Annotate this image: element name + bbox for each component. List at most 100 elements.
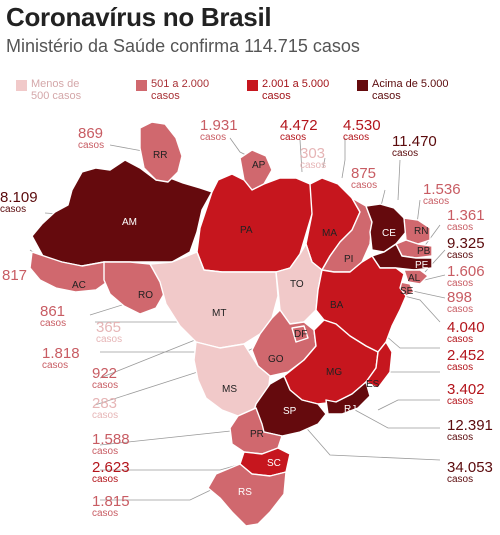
callout-pi: 875 casos <box>351 166 377 191</box>
callout-sp: 34.053 casos <box>447 460 493 485</box>
callout-al-value: 1.606 <box>447 263 485 280</box>
legend-item-tier1: Menos de 500 casos <box>16 78 81 102</box>
legend-item-tier4: Acima de 5.000 casos <box>357 78 448 102</box>
page-subtitle: Ministério da Saúde confirma 114.715 cas… <box>6 36 360 56</box>
callout-to-unit: casos <box>300 160 327 171</box>
callout-df-unit: casos <box>42 360 69 371</box>
label-es: ES <box>366 379 380 390</box>
callout-go-value: 922 <box>92 365 118 382</box>
label-pa: PA <box>240 225 253 236</box>
callout-ac-value: 817 <box>2 267 28 284</box>
callout-go: 922 casos <box>92 366 118 391</box>
legend-label-tier4: Acima de 5.000 casos <box>372 78 449 102</box>
legend-swatch-tier1 <box>16 80 27 91</box>
callout-sp-unit: casos <box>447 474 474 485</box>
label-rs: RS <box>238 487 252 498</box>
callout-pr-unit: casos <box>92 446 119 457</box>
callout-pe-unit: casos <box>447 250 474 261</box>
callout-ma-unit: casos <box>343 132 370 143</box>
legend-item-tier2: 501 a 2.000 casos <box>136 78 209 102</box>
callout-rj-unit: casos <box>447 432 474 443</box>
label-ba: BA <box>330 300 344 311</box>
label-ro: RO <box>138 290 153 301</box>
callout-sc: 2.623 casos <box>92 460 130 485</box>
callout-pb-value: 1.361 <box>447 207 485 224</box>
label-se: SE <box>400 286 414 297</box>
callout-pi-unit: casos <box>351 180 378 191</box>
callout-es-unit: casos <box>447 396 474 407</box>
label-rj: RJ <box>344 404 356 415</box>
callout-mt: 365 casos <box>96 320 122 345</box>
label-to: TO <box>290 279 304 290</box>
legend-swatch-tier2 <box>136 80 147 91</box>
callout-es-value: 3.402 <box>447 381 485 398</box>
callout-sp-value: 34.053 <box>447 459 493 476</box>
callout-go-unit: casos <box>92 380 119 391</box>
callout-ba-unit: casos <box>447 334 474 345</box>
legend-swatch-tier4 <box>357 80 368 91</box>
label-mt: MT <box>212 308 226 319</box>
callout-ro: 861 casos <box>40 304 66 329</box>
state-abbreviations: AM RR AP PA MA CE RN PB PE AL SE PI TO B… <box>72 150 431 498</box>
label-ms: MS <box>222 384 237 395</box>
callout-ro-value: 861 <box>40 303 66 320</box>
callout-mg-unit: casos <box>447 362 474 373</box>
label-ap: AP <box>252 160 266 171</box>
callout-ba-value: 4.040 <box>447 319 485 336</box>
callout-se: 898 casos <box>447 290 473 315</box>
callout-rs-value: 1.815 <box>92 493 130 510</box>
legend-label-tier3: 2.001 a 5.000 casos <box>262 78 330 102</box>
callout-sc-value: 2.623 <box>92 459 130 476</box>
callout-ms-unit: casos <box>92 410 119 421</box>
callout-mt-unit: casos <box>96 334 123 345</box>
callout-to-value: 303 <box>300 145 326 162</box>
callout-ma: 4.530 casos <box>343 118 381 143</box>
label-mg: MG <box>326 367 342 378</box>
legend-swatch-tier3 <box>247 80 258 91</box>
callout-am: 8.109 casos <box>0 190 38 215</box>
callout-pr: 1.588 casos <box>92 432 130 457</box>
callout-rn: 1.536 casos <box>423 182 461 207</box>
legend-item-tier3: 2.001 a 5.000 casos <box>247 78 329 102</box>
callout-al: 1.606 casos <box>447 264 485 289</box>
legend-label-tier2: 501 a 2.000 casos <box>151 78 210 102</box>
callout-am-value: 8.109 <box>0 189 38 206</box>
state-rs <box>207 463 287 527</box>
page-title: Coronavírus no Brasil <box>6 2 272 32</box>
legend-label-tier1: Menos de 500 casos <box>31 78 82 102</box>
callout-pb: 1.361 casos <box>447 208 485 233</box>
callout-mt-value: 365 <box>96 319 122 336</box>
callout-am-unit: casos <box>0 204 27 215</box>
state-ro <box>103 261 165 315</box>
callout-mg-value: 2.452 <box>447 347 485 364</box>
label-ac: AC <box>72 280 86 291</box>
callout-se-value: 898 <box>447 289 473 306</box>
label-ce: CE <box>382 228 396 239</box>
callout-ap: 1.931 casos <box>200 118 238 143</box>
callout-al-unit: casos <box>447 278 474 289</box>
label-go: GO <box>268 354 284 365</box>
callout-pb-unit: casos <box>447 222 474 233</box>
callout-se-unit: casos <box>447 304 474 315</box>
callout-to: 303 casos <box>300 146 326 171</box>
callout-ce-unit: casos <box>392 148 419 159</box>
callout-pe-value: 9.325 <box>447 235 485 252</box>
label-sp: SP <box>283 406 297 417</box>
callout-rr-value: 869 <box>78 125 104 142</box>
callout-ba: 4.040 casos <box>447 320 485 345</box>
callout-es: 3.402 casos <box>447 382 485 407</box>
state-am <box>31 159 213 267</box>
callout-rn-value: 1.536 <box>423 181 461 198</box>
callout-ms-value: 283 <box>92 395 118 412</box>
callout-df: 1.818 casos <box>42 346 80 371</box>
callout-ce: 11.470 casos <box>392 134 437 159</box>
state-al <box>403 269 429 285</box>
state-ac <box>29 251 111 293</box>
label-pb: PB <box>417 246 431 257</box>
label-al: AL <box>408 273 421 284</box>
label-ma: MA <box>322 228 337 239</box>
callout-sc-unit: casos <box>92 474 119 485</box>
label-rn: RN <box>414 226 428 237</box>
state-shapes <box>29 121 433 527</box>
